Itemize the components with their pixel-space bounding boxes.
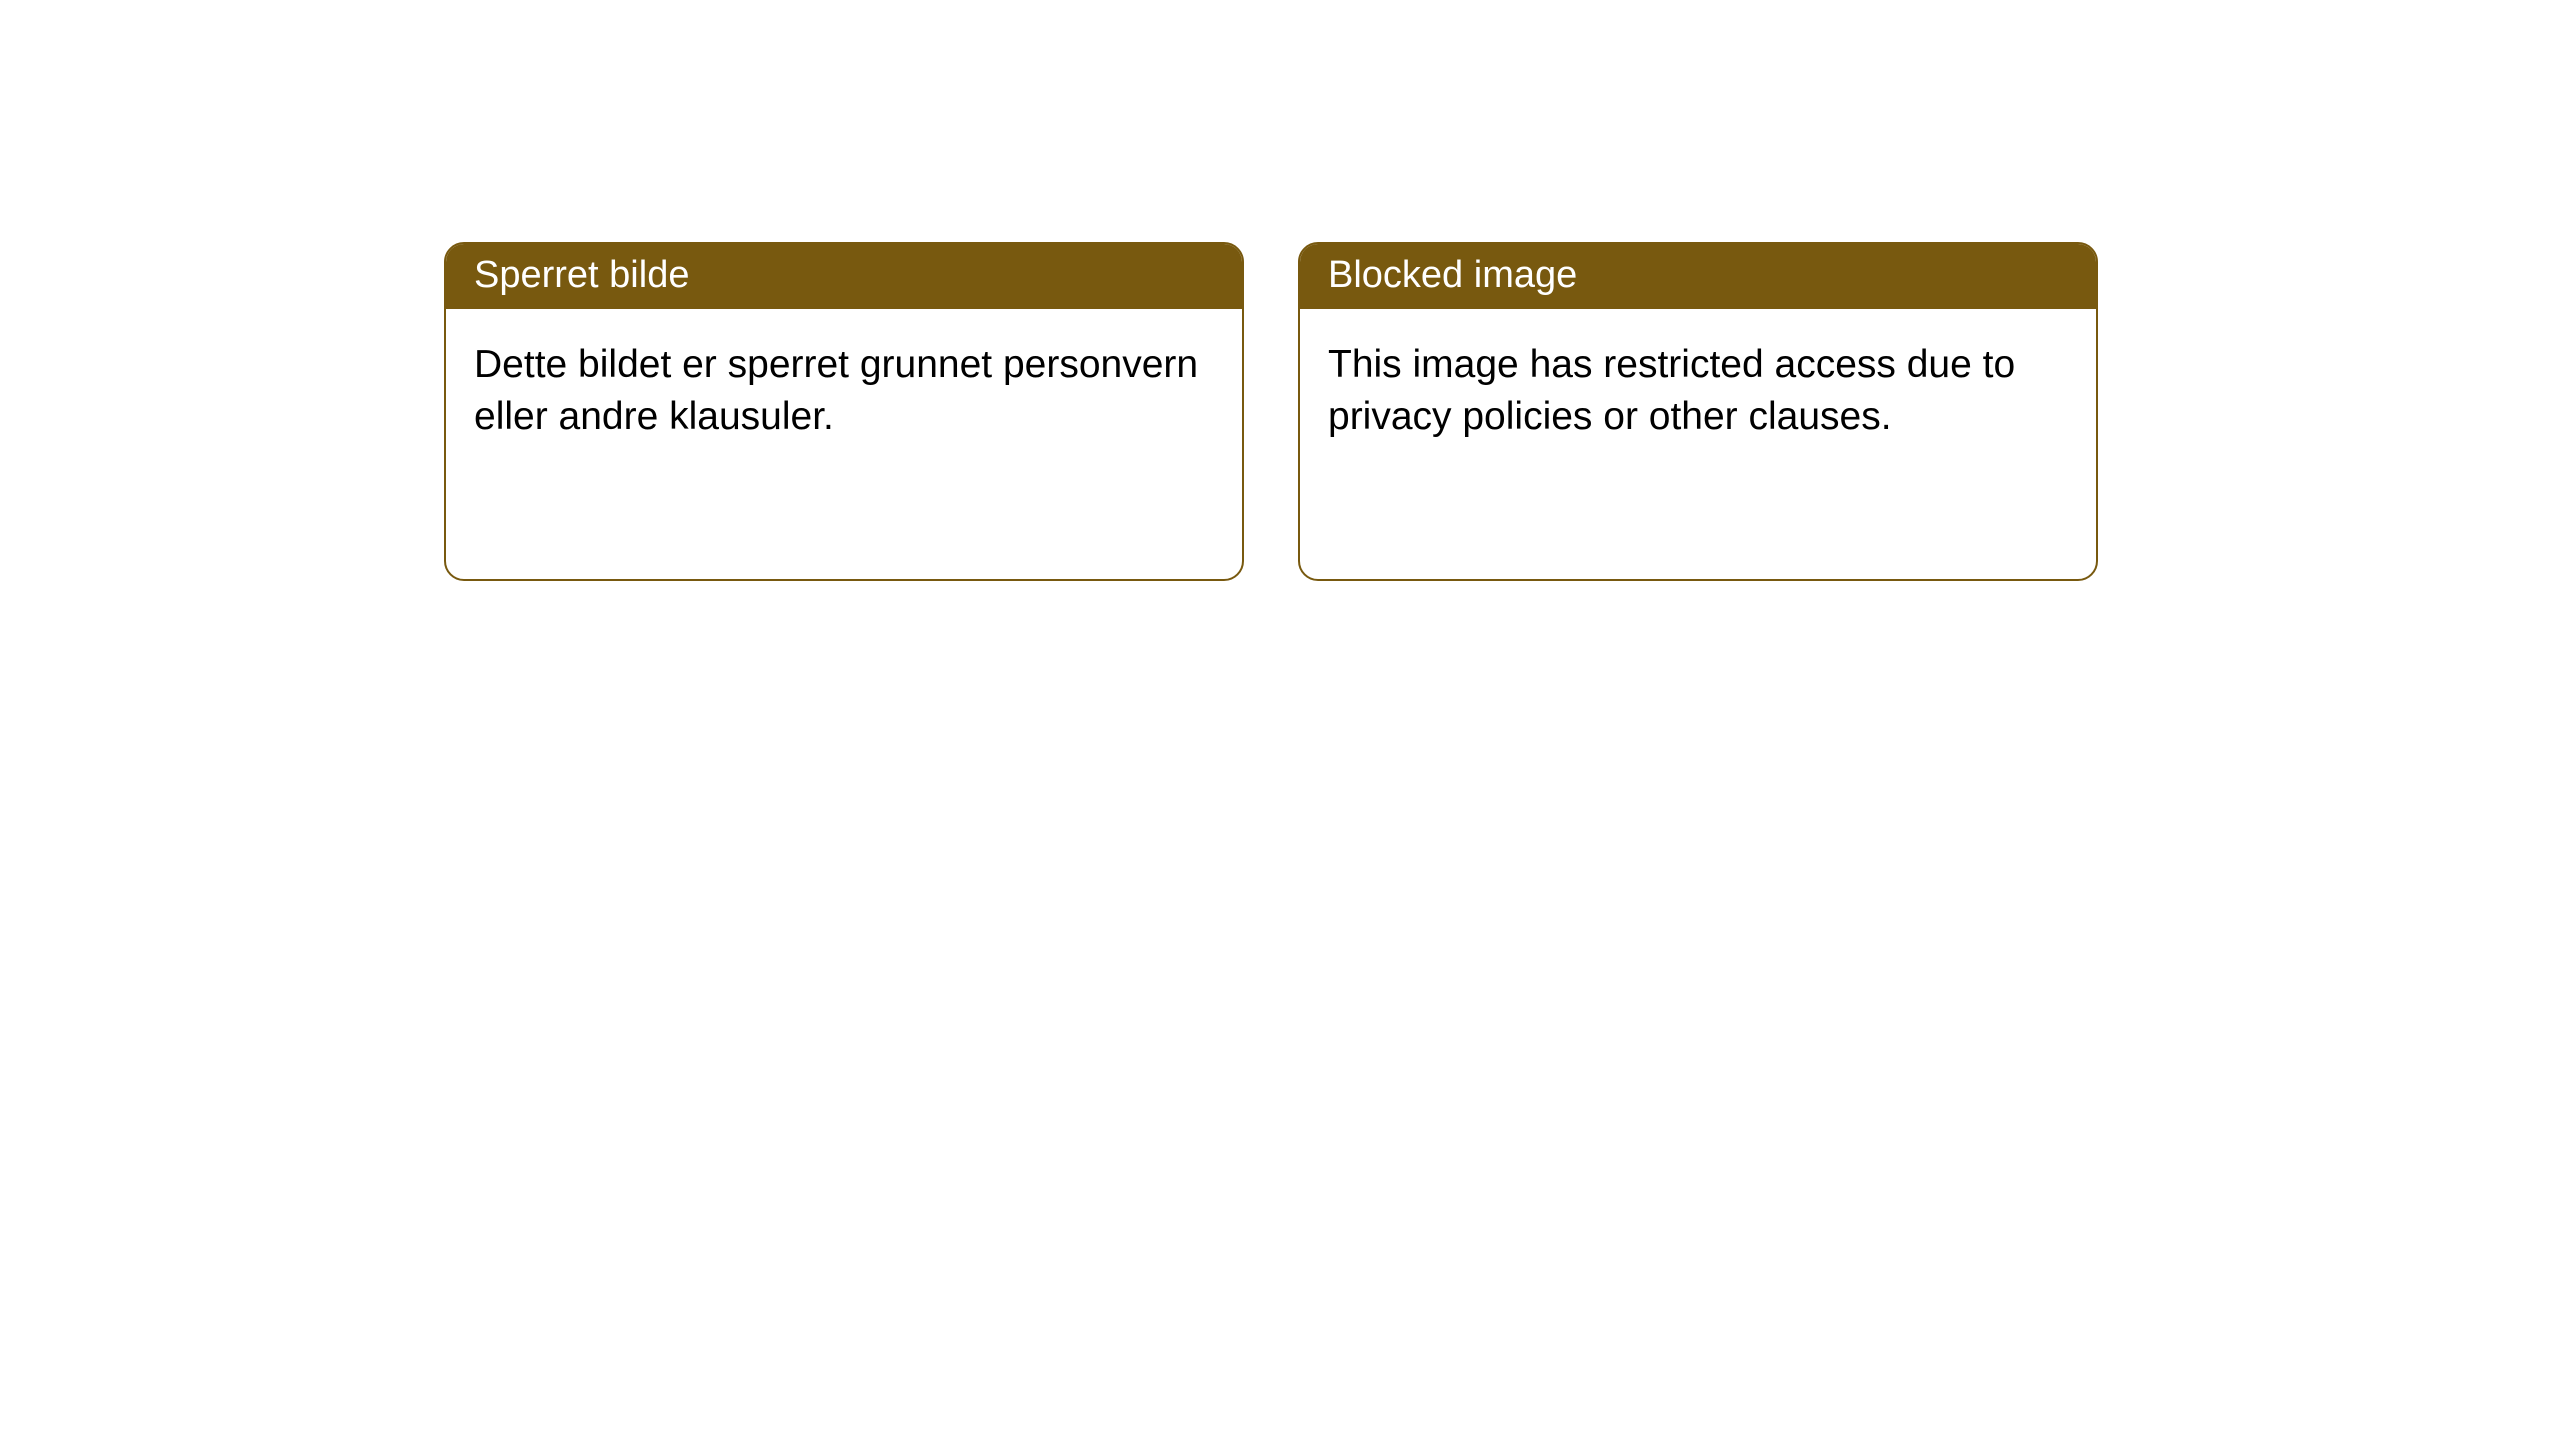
card-header: Sperret bilde <box>446 244 1242 309</box>
card-title: Sperret bilde <box>474 254 689 296</box>
notice-cards-container: Sperret bilde Dette bildet er sperret gr… <box>0 0 2560 581</box>
card-title: Blocked image <box>1328 254 1577 296</box>
card-body: Dette bildet er sperret grunnet personve… <box>446 309 1242 579</box>
notice-card-english: Blocked image This image has restricted … <box>1298 242 2098 581</box>
card-body-text: This image has restricted access due to … <box>1328 343 2015 438</box>
card-body: This image has restricted access due to … <box>1300 309 2096 579</box>
card-body-text: Dette bildet er sperret grunnet personve… <box>474 343 1198 438</box>
notice-card-norwegian: Sperret bilde Dette bildet er sperret gr… <box>444 242 1244 581</box>
card-header: Blocked image <box>1300 244 2096 309</box>
